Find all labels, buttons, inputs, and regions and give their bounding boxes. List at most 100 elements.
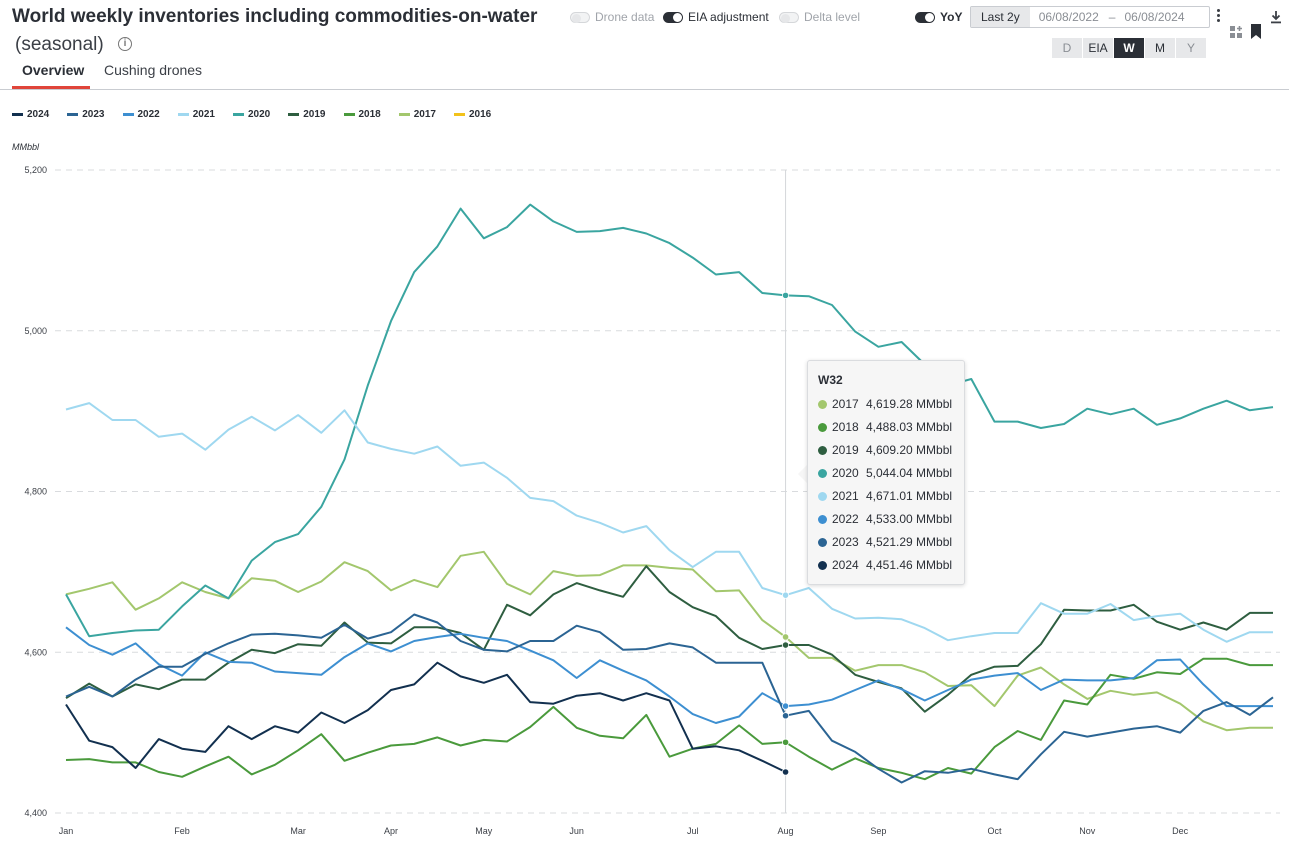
info-icon[interactable]: i	[118, 37, 132, 51]
date-separator: –	[1108, 10, 1116, 24]
tooltip-value: 4,671.01 MMbbl	[866, 489, 953, 503]
tooltip-value: 4,533.00 MMbbl	[866, 512, 953, 526]
legend-item-2023[interactable]: 2023	[67, 109, 105, 120]
legend-item-2024[interactable]: 2024	[12, 109, 49, 120]
range-preset-button[interactable]: Last 2y	[971, 7, 1030, 27]
header-divider	[0, 89, 1289, 90]
tooltip-value: 4,488.03 MMbbl	[866, 420, 953, 434]
hover-markers	[781, 291, 790, 776]
legend-item-2017[interactable]: 2017	[398, 109, 436, 120]
page-title: World weekly inventories including commo…	[12, 6, 538, 27]
yoy-switch	[915, 11, 935, 23]
x-tick-label: May	[475, 826, 493, 836]
x-axis: Jan Feb Mar Apr May Jun Jul Aug Sep Oct Nov Dec	[59, 826, 1189, 836]
tooltip-year: 2022	[832, 512, 859, 526]
freq-monthly-button[interactable]: M	[1145, 38, 1175, 58]
legend-item-2022[interactable]: 2022	[122, 109, 160, 120]
tooltip-row-2024: 2024 4,451.46 MMbbl	[818, 558, 952, 572]
tooltip-dot	[818, 537, 827, 547]
series-line-2024	[65, 661, 787, 773]
tab-overview[interactable]: Overview	[22, 62, 85, 78]
yoy-toggle[interactable]: YoY	[915, 10, 962, 24]
series-line-2021	[65, 402, 1273, 643]
x-tick-label: Feb	[174, 826, 190, 836]
delta-level-switch	[779, 11, 799, 23]
drone-data-label: Drone data	[595, 10, 655, 24]
add-widget-icon[interactable]	[1230, 26, 1242, 38]
freq-weekly-button[interactable]: W	[1114, 38, 1144, 58]
tooltip-year: 2024	[832, 558, 859, 572]
bookmark-icon[interactable]	[1250, 24, 1262, 39]
series-line-2017	[65, 550, 1273, 732]
tooltip-dot	[818, 560, 827, 570]
freq-daily-button[interactable]: D	[1052, 38, 1082, 58]
legend-item-2018[interactable]: 2018	[343, 109, 381, 120]
download-icon[interactable]	[1270, 10, 1282, 24]
tooltip-row-2023: 2023 4,521.29 MMbbl	[818, 535, 952, 549]
tooltip-year: 2020	[832, 466, 859, 480]
y-tick-label: 4,400	[24, 808, 47, 818]
legend-swatch	[122, 113, 134, 116]
series-line-2022	[65, 626, 1273, 724]
legend-item-2016[interactable]: 2016	[454, 109, 491, 120]
legend-label: 2016	[469, 109, 492, 120]
chart-legend: 2024 2023 2022 2021 2020 2019 2018 2017 …	[12, 109, 509, 120]
legend-item-2021[interactable]: 2021	[177, 109, 215, 120]
page-subtitle: (seasonal)	[15, 34, 104, 55]
legend-item-2019[interactable]: 2019	[288, 109, 326, 120]
delta-level-toggle[interactable]: Delta level	[779, 10, 860, 24]
eia-adjustment-toggle[interactable]: EIA adjustment	[663, 10, 769, 24]
y-tick-label: 4,600	[24, 647, 47, 657]
x-tick-label: Jun	[569, 826, 584, 836]
kebab-menu-icon[interactable]	[1217, 9, 1221, 24]
tab-cushing-drones[interactable]: Cushing drones	[104, 62, 203, 78]
series-lines	[65, 203, 1274, 784]
tooltip-year: 2017	[832, 397, 859, 411]
legend-label: 2024	[27, 109, 50, 120]
tooltip-dot	[818, 422, 827, 432]
tooltip-row-2018: 2018 4,488.03 MMbbl	[818, 420, 952, 434]
x-tick-label: Oct	[987, 826, 1002, 836]
y-tick-label: 5,200	[24, 165, 47, 175]
series-line-2023	[65, 613, 1274, 784]
yoy-label: YoY	[940, 10, 963, 24]
tooltip-dot	[818, 445, 827, 455]
freq-eia-button[interactable]: EIA	[1083, 38, 1113, 58]
legend-label: 2023	[82, 109, 105, 120]
start-date-input[interactable]: 06/08/2022	[1038, 10, 1099, 24]
tooltip-row-2021: 2021 4,671.01 MMbbl	[818, 489, 952, 503]
hover-marker-2018	[781, 738, 790, 746]
legend-label: 2017	[413, 109, 436, 120]
date-range-picker[interactable]: Last 2y 06/08/2022 – 06/08/2024	[970, 6, 1210, 28]
frequency-selector: D EIA W M Y	[1052, 38, 1207, 58]
x-tick-label: Sep	[870, 826, 886, 836]
drone-data-switch	[570, 11, 590, 23]
legend-label: 2019	[303, 109, 326, 120]
chart-tooltip: W32 2017 4,619.28 MMbbl 2018 4,488.03 MMbb…	[807, 360, 965, 585]
gridlines	[55, 169, 1280, 814]
eia-adjustment-switch	[663, 11, 683, 23]
tooltip-value: 4,521.29 MMbbl	[866, 535, 953, 549]
series-line-2018	[65, 657, 1273, 781]
end-date-input[interactable]: 06/08/2024	[1124, 10, 1185, 24]
x-tick-label: Aug	[778, 826, 794, 836]
legend-swatch	[67, 113, 79, 116]
tooltip-dot	[818, 468, 827, 478]
tooltip-row-2019: 2019 4,609.20 MMbbl	[818, 443, 952, 457]
tooltip-year: 2023	[832, 535, 859, 549]
y-tick-label: 5,000	[24, 326, 47, 336]
series-line-2019	[65, 565, 1273, 713]
legend-item-2020[interactable]: 2020	[233, 109, 270, 120]
legend-swatch	[12, 113, 23, 116]
legend-label: 2021	[192, 109, 215, 120]
tooltip-year: 2019	[832, 443, 859, 457]
eia-adjustment-label: EIA adjustment	[688, 10, 769, 24]
freq-yearly-button[interactable]: Y	[1176, 38, 1206, 58]
series-line-2020	[65, 203, 1274, 638]
drone-data-toggle[interactable]: Drone data	[570, 10, 654, 24]
x-tick-label: Jan	[59, 826, 74, 836]
hover-marker-2017	[781, 633, 790, 641]
tooltip-value: 4,451.46 MMbbl	[866, 558, 953, 572]
tooltip-value: 4,609.20 MMbbl	[866, 443, 953, 457]
